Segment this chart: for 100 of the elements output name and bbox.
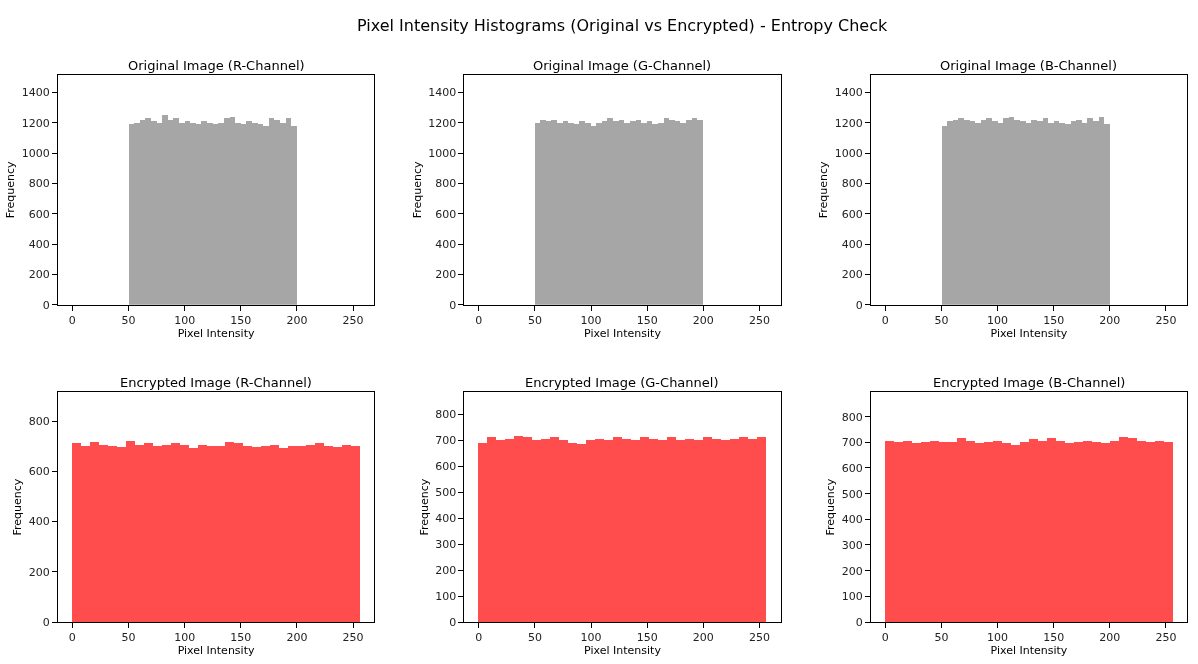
x-axis-title: Pixel Intensity [584,644,662,658]
y-tick-label: 800 [435,177,457,191]
y-tick-label: 1200 [21,116,50,130]
y-tick-label: 500 [435,486,457,500]
y-tick-label: 800 [28,177,50,191]
chart-title: Encrypted Image (R-Channel) [120,375,312,390]
y-tick-label: 100 [435,589,457,603]
x-tick-label: 0 [881,631,889,645]
y-tick-label: 800 [841,177,863,191]
x-tick-label: 50 [121,313,136,327]
x-tick-label: 50 [121,631,136,645]
x-axis-title: Pixel Intensity [584,326,662,340]
x-tick-label: 50 [934,313,949,327]
x-tick-label: 0 [68,313,76,327]
x-tick-label: 100 [580,313,602,327]
x-tick-label: 250 [748,631,770,645]
y-tick-label: 1200 [428,116,457,130]
x-tick-label: 150 [1043,631,1065,645]
x-tick-label: 250 [748,313,770,327]
x-tick-label: 100 [174,631,196,645]
x-tick-label: 50 [934,631,949,645]
y-tick-label: 300 [435,537,457,551]
x-tick-label: 150 [636,313,658,327]
x-tick-label: 150 [636,631,658,645]
y-axis-title: Frequency [817,160,831,219]
x-tick-label: 200 [692,313,714,327]
y-tick-label: 200 [28,565,50,579]
x-tick-label: 100 [987,631,1009,645]
x-tick-label: 200 [1099,631,1121,645]
y-axis-title: Frequency [11,478,25,536]
y-axis-title: Frequency [410,160,424,219]
chart-title: Encrypted Image (B-Channel) [933,375,1126,390]
y-tick-label: 200 [28,268,50,282]
y-tick-label: 200 [841,564,863,578]
x-tick-label: 250 [342,631,364,645]
y-tick-label: 700 [435,434,457,448]
y-tick-label: 600 [435,207,457,221]
y-axis-title: Frequency [417,478,431,536]
chart-title: Original Image (R-Channel) [128,58,305,73]
y-tick-label: 1000 [834,146,863,160]
x-tick-label: 200 [1099,313,1121,327]
y-tick-label: 600 [28,465,50,479]
x-axis-title: Pixel Intensity [177,644,255,658]
x-tick-label: 250 [1155,313,1177,327]
y-tick-label: 600 [435,460,457,474]
y-tick-label: 1000 [428,146,457,160]
x-axis-title: Pixel Intensity [990,644,1068,658]
y-tick-label: 400 [28,515,50,529]
y-tick-label: 1200 [834,116,863,130]
x-tick-label: 200 [286,313,308,327]
y-tick-label: 200 [435,563,457,577]
x-tick-label: 250 [342,313,364,327]
y-tick-label: 400 [841,237,863,251]
x-tick-label: 0 [475,313,483,327]
x-tick-label: 100 [580,631,602,645]
x-tick-label: 200 [692,631,714,645]
x-tick-label: 100 [987,313,1009,327]
y-axis-title: Frequency [824,478,838,536]
y-tick-label: 600 [28,207,50,221]
x-tick-label: 200 [286,631,308,645]
chart-title: Original Image (B-Channel) [940,58,1117,73]
y-tick-label: 0 [855,298,863,312]
x-tick-label: 0 [68,631,76,645]
x-tick-label: 50 [527,631,542,645]
x-tick-label: 150 [230,313,252,327]
x-tick-label: 100 [174,313,196,327]
y-tick-label: 500 [841,487,863,501]
x-tick-label: 150 [1043,313,1065,327]
y-tick-label: 200 [841,268,863,282]
y-tick-label: 600 [841,207,863,221]
y-tick-label: 800 [841,410,863,424]
y-tick-label: 1000 [21,146,50,160]
x-tick-label: 250 [1155,631,1177,645]
y-tick-label: 0 [855,615,863,629]
y-tick-label: 1400 [834,86,863,100]
y-tick-label: 0 [449,298,457,312]
chart-title: Encrypted Image (G-Channel) [525,375,719,390]
y-tick-label: 400 [841,513,863,527]
y-tick-label: 400 [435,512,457,526]
y-tick-label: 800 [435,408,457,422]
y-tick-label: 0 [42,298,50,312]
y-tick-label: 800 [28,414,50,428]
x-axis-title: Pixel Intensity [177,326,255,340]
x-axis-title: Pixel Intensity [990,326,1068,340]
y-tick-label: 200 [435,268,457,282]
x-tick-label: 50 [527,313,542,327]
chart-title: Original Image (G-Channel) [533,58,712,73]
y-tick-label: 400 [435,237,457,251]
text: Pixel Intensity Histograms (Original vs Encrypted) - Entropy Check [357,16,888,35]
y-tick-label: 1400 [428,86,457,100]
y-tick-label: 600 [841,461,863,475]
y-tick-label: 300 [841,538,863,552]
x-tick-label: 0 [475,631,483,645]
x-tick-label: 150 [230,631,252,645]
y-tick-label: 100 [841,590,863,604]
y-tick-label: 400 [28,237,50,251]
y-axis-title: Frequency [4,160,18,219]
y-tick-label: 700 [841,436,863,450]
y-tick-label: 0 [449,615,457,629]
x-tick-label: 0 [881,313,889,327]
